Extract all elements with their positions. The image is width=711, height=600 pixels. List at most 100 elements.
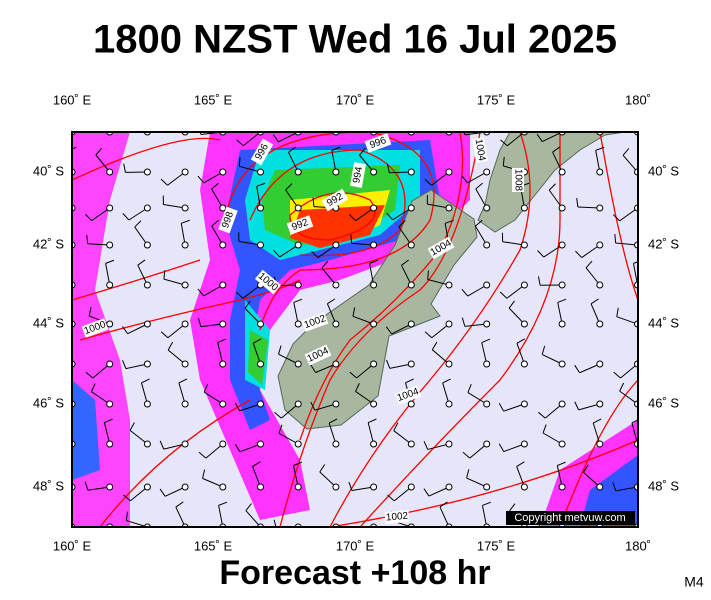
wind-barb xyxy=(578,403,600,411)
station xyxy=(219,204,227,212)
isobars xyxy=(72,132,638,527)
wind-barb xyxy=(202,477,223,488)
wind-feather xyxy=(198,451,207,459)
isobar-label: 992 xyxy=(286,215,314,235)
wind-barb xyxy=(315,363,337,373)
isobar-label-box xyxy=(364,133,392,153)
wind-barb xyxy=(211,188,224,209)
wind-barb xyxy=(200,323,223,328)
station xyxy=(106,440,114,448)
wind-feather xyxy=(613,371,621,379)
wind-feather xyxy=(197,317,202,327)
wind-barb xyxy=(91,391,110,405)
station xyxy=(181,400,189,408)
station xyxy=(370,400,378,408)
wind-feather xyxy=(274,411,282,419)
wind-feather xyxy=(178,378,188,384)
wind-feather xyxy=(498,443,505,452)
wind-feather xyxy=(51,116,53,125)
station xyxy=(294,281,302,289)
wind-feather xyxy=(583,464,589,473)
right-label: 44˚ S xyxy=(648,315,679,330)
wind-feather xyxy=(619,382,625,392)
wind-barb xyxy=(239,165,261,173)
right-label: 40˚ S xyxy=(648,163,679,178)
wind-feather xyxy=(285,183,293,191)
wind-barb xyxy=(328,422,337,445)
bottom-label: 170˚ E xyxy=(336,538,375,553)
wind-feather xyxy=(312,534,319,540)
wind-feather xyxy=(398,220,406,228)
station xyxy=(106,360,114,368)
wind-barb xyxy=(167,323,186,339)
wind-barb xyxy=(314,403,337,411)
station xyxy=(483,204,491,212)
station xyxy=(181,281,189,289)
wind-barb xyxy=(542,132,563,142)
wind-barb xyxy=(331,150,337,173)
wind-feather xyxy=(557,461,566,466)
wind-feather xyxy=(129,422,135,431)
wind-barb xyxy=(431,349,450,365)
wind-feather xyxy=(365,107,373,112)
left-label: 40˚ S xyxy=(33,163,64,178)
wind-feather xyxy=(466,469,470,479)
wind-feather xyxy=(393,422,399,431)
wind-feather xyxy=(498,403,505,412)
isobar-label-box xyxy=(321,188,349,212)
wind-feather xyxy=(170,109,175,116)
station xyxy=(445,360,453,368)
frame xyxy=(71,131,639,528)
wind-barb xyxy=(598,132,600,133)
station xyxy=(181,241,189,249)
wind-barb xyxy=(543,244,563,258)
wind-barb xyxy=(281,403,299,419)
isobar-label-box xyxy=(81,318,109,338)
wind-barb xyxy=(506,132,525,147)
wind-feather xyxy=(613,530,618,537)
wind-barb xyxy=(481,505,488,527)
left-label: 48˚ S xyxy=(33,478,64,493)
left-label: 44˚ S xyxy=(33,315,64,330)
wind-feather xyxy=(167,341,174,351)
station xyxy=(370,241,378,249)
wind-feather xyxy=(579,115,581,124)
wind-feather xyxy=(574,364,581,374)
wind-barb xyxy=(335,526,336,527)
wind-barb xyxy=(577,206,600,209)
wind-barb xyxy=(544,403,563,419)
wind-barb xyxy=(439,506,450,527)
station xyxy=(483,320,491,328)
station xyxy=(257,483,264,491)
wind-feather xyxy=(203,383,209,393)
wind-barb xyxy=(109,132,110,133)
wind-feather xyxy=(424,331,433,339)
station xyxy=(219,360,227,368)
wind-barb xyxy=(129,430,148,445)
station xyxy=(558,168,566,176)
wind-feather xyxy=(407,107,415,110)
wind-barb xyxy=(595,150,601,173)
wind-barb xyxy=(87,243,110,246)
wind-feather xyxy=(629,107,637,112)
isobar-label-box xyxy=(304,344,332,366)
wind-feather xyxy=(427,270,429,280)
station xyxy=(445,400,453,408)
isobar-label-box xyxy=(384,509,410,525)
wind-feather xyxy=(234,402,241,412)
wind-barb xyxy=(410,132,412,133)
wind-barb xyxy=(393,486,412,502)
wind-feather xyxy=(84,481,89,491)
title: 1800 NZST Wed 16 Jul 2025 xyxy=(93,18,617,62)
station xyxy=(596,483,604,491)
station xyxy=(520,204,528,212)
wind-feather xyxy=(137,259,146,266)
station xyxy=(558,360,566,368)
wind-feather xyxy=(359,147,366,156)
wind-barb xyxy=(129,486,148,502)
wind-barb xyxy=(615,486,638,492)
station xyxy=(483,400,491,408)
left-label: 46˚ S xyxy=(33,395,64,410)
wind-feather xyxy=(348,481,353,491)
wind-feather xyxy=(516,338,526,344)
